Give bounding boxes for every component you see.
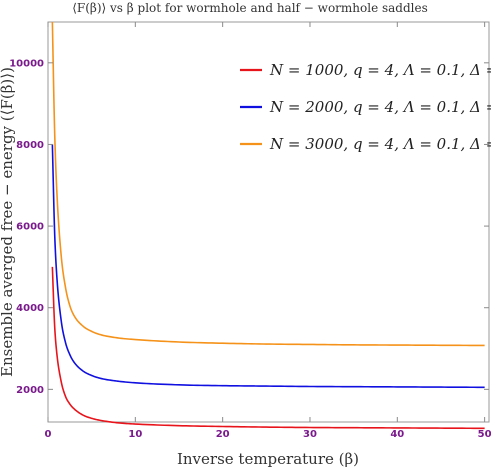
x-axis-ticks: 0 10 20 30 40 50 (45, 22, 491, 440)
y-axis-ticks: 2000 4000 6000 8000 10000 (9, 58, 489, 396)
y-axis-title: Ensemble averged free − energy (⟨F(β)⟩) (0, 67, 16, 377)
y-tick-label: 6000 (16, 222, 44, 233)
legend-label-3: N = 3000, q = 4, Λ = 0.1, Δ = 0.2 (269, 135, 491, 153)
x-tick-label: 30 (303, 429, 317, 440)
x-tick-label: 40 (390, 429, 404, 440)
series-line-1 (51, 266, 485, 430)
chart-title: ⟨F(β)⟩ vs β plot for wormhole and half −… (72, 1, 428, 15)
plot-frame (47, 21, 490, 423)
series-line-3 (51, 21, 485, 347)
x-tick-label: 20 (216, 429, 230, 440)
x-tick-label: 10 (128, 429, 142, 440)
x-tick-label: 0 (45, 429, 52, 440)
y-tick-label: 10000 (9, 58, 44, 69)
legend-label-2: N = 2000, q = 4, Λ = 0.1, Δ = 0.2 (269, 98, 491, 116)
legend-label-1: N = 1000, q = 4, Λ = 0.1, Δ = 0.2 (269, 61, 491, 79)
series-line-2 (51, 144, 485, 389)
series-layer (51, 21, 485, 430)
legend: N = 1000, q = 4, Λ = 0.1, Δ = 0.2 N = 200… (240, 61, 491, 153)
x-axis-title: Inverse temperature (β) (177, 450, 359, 468)
y-tick-label: 8000 (16, 140, 44, 151)
y-tick-label: 4000 (16, 303, 44, 314)
y-tick-label: 2000 (16, 385, 44, 396)
x-tick-label: 50 (478, 429, 491, 440)
